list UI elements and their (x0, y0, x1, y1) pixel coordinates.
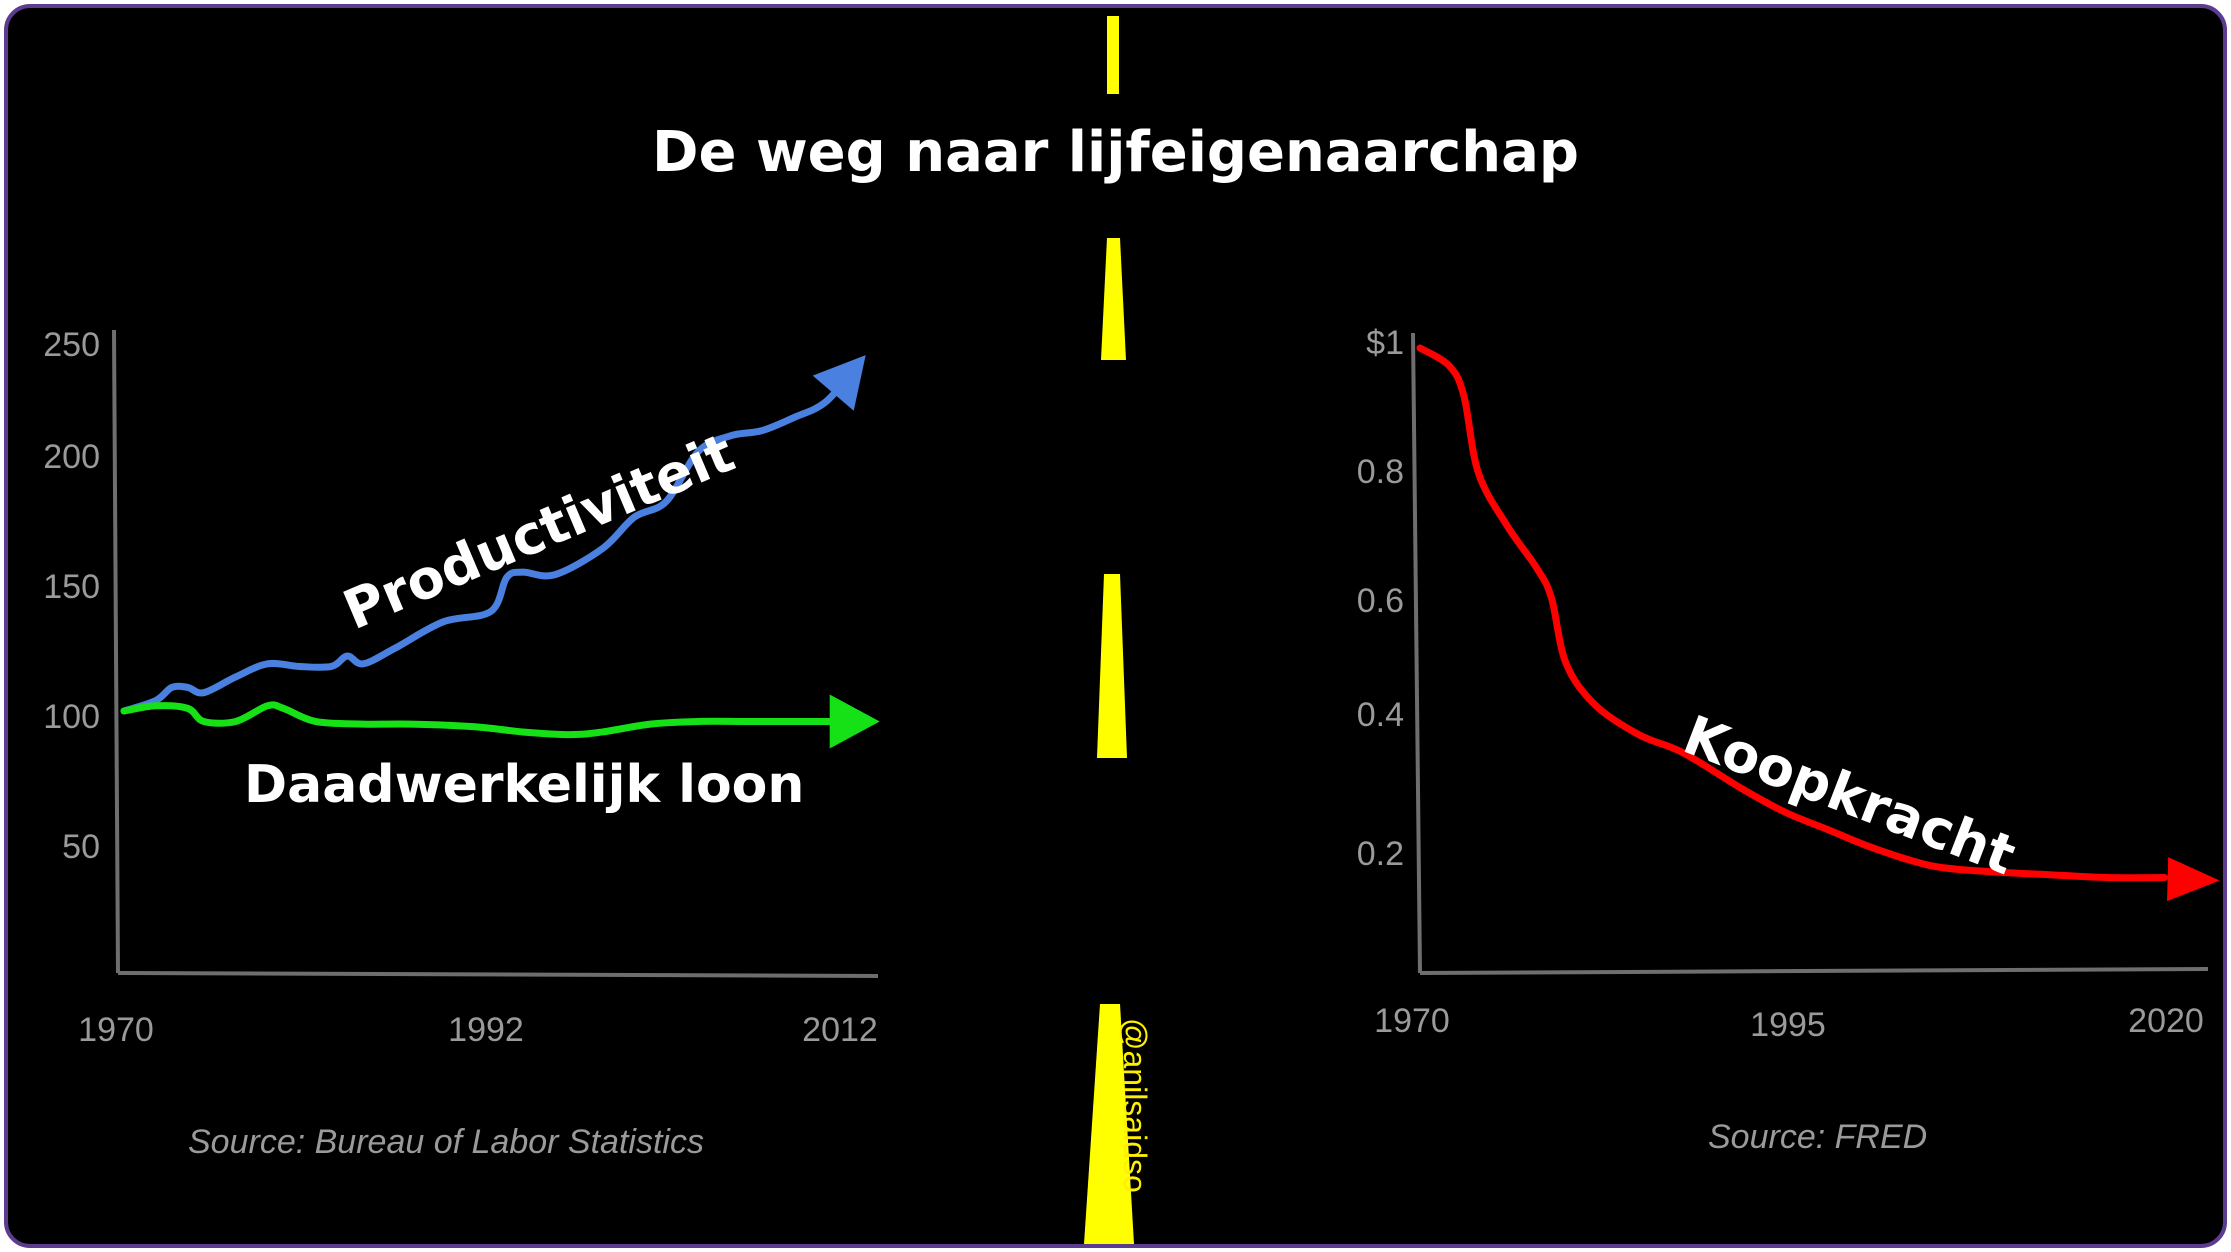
left-y-axis (112, 329, 120, 974)
productivity-label: Productiviteit (334, 421, 743, 642)
purchasing-power-label: Koopkracht (1675, 703, 2023, 887)
productivity-line-arrowhead (812, 355, 866, 411)
road-dash-3 (1097, 574, 1127, 758)
right-y-tick-label: $1 (1366, 324, 1404, 362)
poster-title: De weg naar lijfeigenaarchap (651, 120, 1579, 185)
purchasing-power-line (1416, 344, 2169, 882)
wages-label: Daadwerkelijk loon (244, 755, 804, 815)
left-y-tick-label: 250 (43, 326, 100, 364)
poster-canvas: 250 200 150 100 50 1970 1992 2012 Productiviteit… (43, 16, 2220, 1244)
right-x-tick-label: 2020 (2128, 1002, 2204, 1040)
purchasing-power-arrowhead (2167, 857, 2220, 902)
left-x-axis (117, 971, 879, 978)
right-x-tick-label: 1970 (1374, 1002, 1450, 1040)
right-x-tick-label: 1995 (1750, 1006, 1826, 1044)
left-y-tick-label: 200 (43, 438, 100, 476)
productivity-line (120, 361, 862, 715)
left-chart-source: Source: Bureau of Labor Statistics (188, 1123, 704, 1161)
right-y-tick-label: 0.2 (1357, 835, 1404, 873)
poster-frame: 250 200 150 100 50 1970 1992 2012 Productiviteit… (4, 4, 2227, 1248)
credit-handle: @anilsaidso (1117, 1018, 1153, 1193)
left-x-tick-label: 2012 (802, 1011, 878, 1049)
right-y-tick-label: 0.4 (1357, 696, 1404, 734)
right-x-axis (1419, 967, 2209, 975)
left-x-tick-label: 1970 (78, 1011, 154, 1049)
right-y-tick-label: 0.8 (1357, 453, 1404, 491)
road-dash-2 (1101, 238, 1126, 360)
right-chart-source: Source: FRED (1708, 1118, 1928, 1156)
left-y-tick-label: 100 (43, 698, 100, 736)
wages-line (120, 701, 862, 739)
right-y-axis (1411, 332, 1422, 974)
left-y-tick-label: 50 (62, 828, 100, 866)
road-dash-4 (1084, 1004, 1134, 1244)
wages-line-arrowhead (829, 694, 880, 749)
road-dash-1 (1107, 16, 1119, 94)
left-x-tick-label: 1992 (448, 1011, 524, 1049)
left-y-tick-label: 150 (43, 568, 100, 606)
right-y-tick-label: 0.6 (1357, 582, 1404, 620)
